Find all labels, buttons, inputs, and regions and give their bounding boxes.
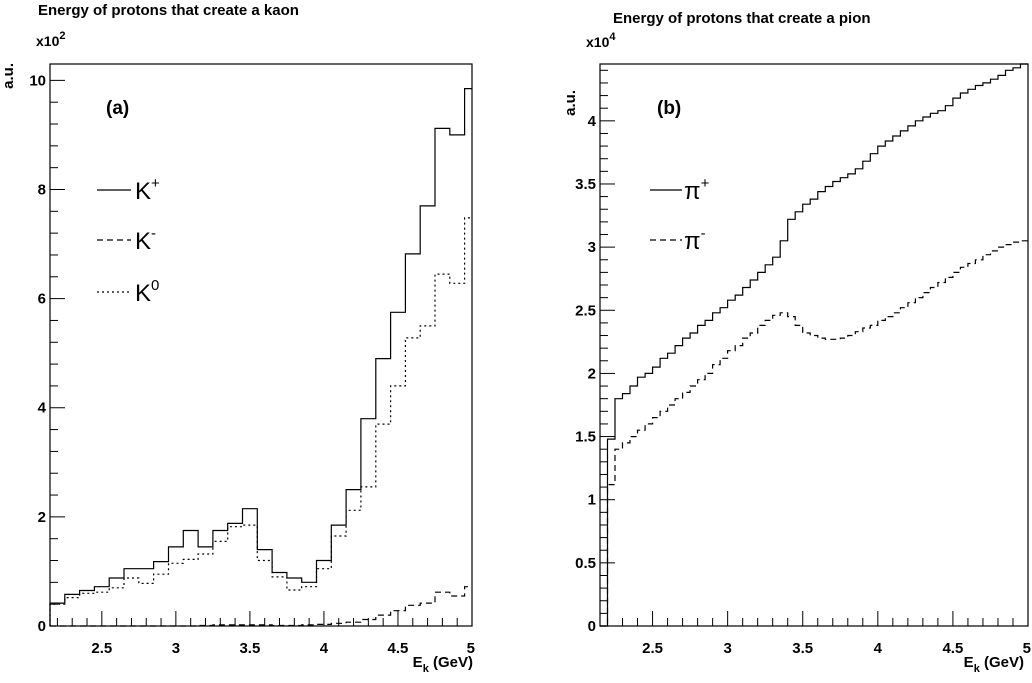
x-tick-label: 3.5 <box>792 640 813 657</box>
x-axis-label-main: E <box>964 654 974 671</box>
panel-label: (b) <box>657 98 681 119</box>
series-dashed-histogram <box>600 240 1028 627</box>
y-multiplier-exp: 4 <box>609 31 616 43</box>
y-tick-label: 2.5 <box>575 302 596 319</box>
y-tick-label: 1 <box>588 492 596 509</box>
x-tick-label: 5 <box>467 640 475 657</box>
y-tick-label: 10 <box>29 72 46 89</box>
legend-label-name: K <box>135 178 151 205</box>
y-multiplier-base: x10 <box>36 33 60 49</box>
x-tick-label: 5 <box>1023 640 1031 657</box>
x-axis-label-unit: (GeV) <box>429 654 473 671</box>
x-axis-label: Ek (GeV) <box>964 654 1024 675</box>
y-tick-label: 0 <box>588 618 596 635</box>
x-tick-label: 3 <box>723 640 731 657</box>
y-tick-label: 8 <box>38 181 46 198</box>
x-tick-label: 2.5 <box>642 640 663 657</box>
plot-frame <box>599 63 1029 627</box>
series-solid-histogram <box>49 88 472 626</box>
x-tick-label: 4.5 <box>388 640 409 657</box>
panel-label: (a) <box>106 98 129 119</box>
y-multiplier: x104 <box>586 31 616 50</box>
series-dotted-histogram <box>49 217 472 626</box>
y-multiplier: x102 <box>36 30 65 49</box>
legend-label-sup: - <box>151 225 156 242</box>
y-tick-label: 4 <box>588 113 597 130</box>
chart-title: Energy of protons that create a kaon <box>38 2 299 19</box>
series-solid-histogram <box>600 63 1028 627</box>
y-axis-label: a.u. <box>562 90 579 116</box>
x-tick-label: 3 <box>172 640 180 657</box>
legend-label-sup: - <box>701 225 706 242</box>
panel-b-pion-histogram: Energy of protons that create a pion 2.5 3… <box>562 10 1031 675</box>
legend-label-name: K <box>135 280 151 307</box>
legend-label-name: π <box>684 228 701 255</box>
plot-frame <box>49 63 473 627</box>
x-axis-label-main: E <box>413 654 423 671</box>
y-tick-label: 4 <box>38 400 47 417</box>
y-tick-label: 2 <box>588 365 596 382</box>
x-axis-label-sub: k <box>974 663 981 675</box>
x-axis-label: Ek (GeV) <box>413 654 473 675</box>
x-tick-label: 4 <box>874 640 883 657</box>
legend-label: K0 <box>135 277 159 307</box>
y-tick-label: 3 <box>588 239 596 256</box>
chart-title: Energy of protons that create a pion <box>613 10 871 27</box>
legend-label: K+ <box>135 175 160 205</box>
legend-label: π+ <box>684 175 710 205</box>
y-multiplier-base: x10 <box>586 34 610 50</box>
y-tick-label: 2 <box>38 509 46 526</box>
y-tick-label: 1.5 <box>575 429 596 446</box>
legend-label-name: π <box>684 178 701 205</box>
y-multiplier-exp: 2 <box>59 30 65 42</box>
x-tick-label: 3.5 <box>239 640 260 657</box>
x-tick-label: 4.5 <box>942 640 963 657</box>
legend-label-sup: + <box>701 175 710 192</box>
y-tick-label: 6 <box>38 291 46 308</box>
legend-label-name: K <box>135 228 151 255</box>
panel-a-kaon-histogram: Energy of protons that create a kaon 2.5 3… <box>0 2 475 675</box>
legend-label-sup: 0 <box>151 277 159 294</box>
series-dashed-histogram <box>50 586 472 627</box>
legend-label: π- <box>684 225 706 255</box>
y-tick-label: 0.5 <box>575 555 596 572</box>
y-axis-label: a.u. <box>0 63 17 89</box>
legend-label: K- <box>135 225 156 255</box>
y-tick-label: 0 <box>38 618 46 635</box>
x-axis-label-unit: (GeV) <box>980 654 1024 671</box>
x-axis-label-sub: k <box>423 663 430 675</box>
x-tick-label: 2.5 <box>91 640 112 657</box>
x-tick-label: 4 <box>320 640 329 657</box>
y-tick-label: 3.5 <box>575 176 596 193</box>
legend-label-sup: + <box>151 175 160 192</box>
